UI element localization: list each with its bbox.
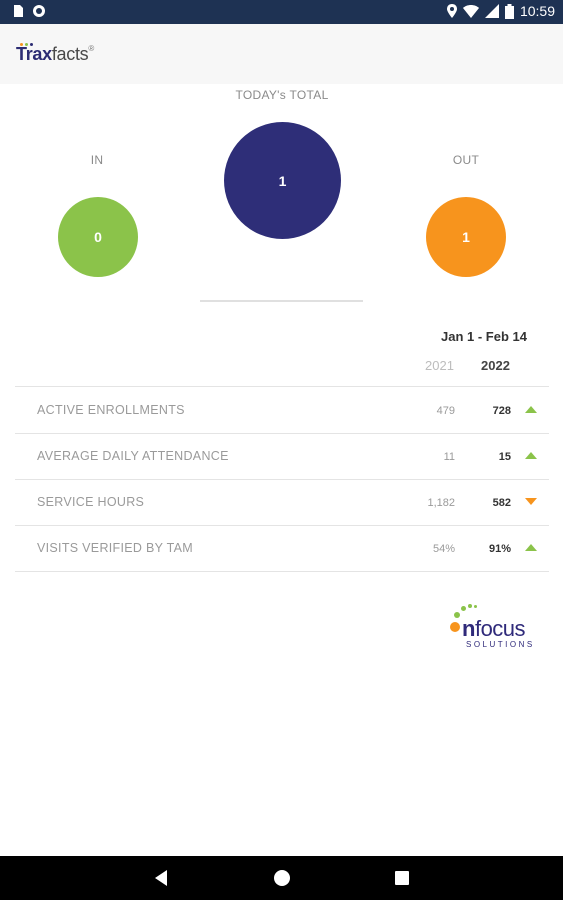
in-value: 0 [94, 229, 102, 245]
logo-dots [20, 43, 33, 46]
navigation-bar [0, 856, 563, 900]
traxfacts-logo: Traxfacts® [16, 44, 94, 65]
nfocus-tagline: SOLUTIONS [466, 640, 535, 649]
logo-dot [450, 622, 460, 632]
table-divider [15, 386, 549, 387]
row-divider [15, 479, 549, 480]
sim-card-icon [14, 5, 23, 17]
wifi-icon [462, 5, 479, 18]
out-circle: 1 [426, 197, 506, 277]
status-bar: 10:59 [0, 0, 563, 24]
year-previous: 2021 [425, 358, 454, 373]
row-label-average-daily-attendance: AVERAGE DAILY ATTENDANCE [37, 449, 229, 463]
nfocus-n: n [462, 616, 475, 641]
row-divider [15, 571, 549, 572]
in-label: IN [90, 153, 104, 167]
back-icon[interactable] [154, 870, 168, 886]
logo-dot [468, 604, 472, 608]
today-total-circle: 1 [224, 122, 341, 239]
row-label-service-hours: SERVICE HOURS [37, 495, 145, 509]
logo-trax: Trax [16, 44, 52, 64]
logo-trademark: ® [88, 44, 94, 53]
sync-icon [33, 5, 45, 17]
logo-dot [454, 612, 460, 618]
row-prev-average-daily-attendance: 11 [443, 451, 455, 463]
status-time: 10:59 [519, 3, 555, 19]
out-label: OUT [452, 153, 480, 167]
row-curr-active-enrollments: 728 [492, 405, 511, 417]
signal-icon [484, 4, 499, 18]
logo-dot [474, 605, 477, 608]
home-icon[interactable] [274, 870, 290, 886]
logo-facts: facts [51, 44, 89, 64]
date-range: Jan 1 - Feb 14 [441, 329, 527, 344]
trend-up-icon [525, 452, 537, 459]
app-bar: Traxfacts® [0, 24, 563, 84]
out-value: 1 [462, 229, 470, 245]
trend-down-icon [525, 498, 537, 505]
today-total-value: 1 [278, 172, 287, 189]
row-curr-average-daily-attendance: 15 [498, 451, 511, 463]
trend-up-icon [525, 406, 537, 413]
row-prev-visits-verified: 54% [432, 543, 455, 555]
row-curr-visits-verified: 91% [488, 543, 511, 555]
row-prev-active-enrollments: 479 [436, 405, 455, 417]
row-divider [15, 525, 549, 526]
row-label-active-enrollments: ACTIVE ENROLLMENTS [37, 403, 185, 417]
row-prev-service-hours: 1,182 [427, 497, 455, 509]
logo-dot [461, 606, 466, 611]
section-divider [200, 300, 363, 302]
nfocus-word: focus [474, 616, 526, 641]
in-circle: 0 [58, 197, 138, 277]
recents-icon[interactable] [395, 871, 409, 885]
trend-up-icon [525, 544, 537, 551]
row-label-visits-verified: VISITS VERIFIED BY TAM [37, 541, 193, 555]
row-curr-service-hours: 582 [492, 497, 511, 509]
location-icon [446, 4, 457, 18]
battery-icon [504, 3, 514, 19]
row-divider [15, 433, 549, 434]
year-current: 2022 [481, 358, 510, 373]
today-total-label: TODAY's TOTAL [235, 88, 329, 102]
